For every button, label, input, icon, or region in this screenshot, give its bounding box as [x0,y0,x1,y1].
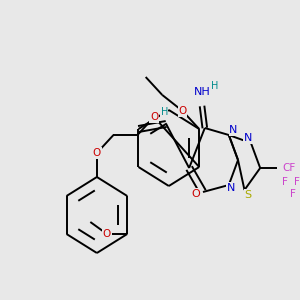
Text: N: N [229,125,238,135]
Text: F: F [290,189,296,199]
Text: O: O [93,148,101,158]
Text: F: F [294,177,300,187]
Text: O: O [178,106,187,116]
Text: F: F [282,177,288,187]
Text: S: S [244,190,252,200]
Text: N: N [244,133,252,143]
Text: CF: CF [282,163,296,173]
Text: O: O [150,112,158,122]
Text: H: H [211,81,219,91]
Text: N: N [226,183,235,193]
Text: 3: 3 [299,169,300,175]
Text: O: O [191,189,200,199]
Text: NH: NH [194,87,210,97]
Text: O: O [103,229,111,239]
Text: H: H [160,107,168,117]
